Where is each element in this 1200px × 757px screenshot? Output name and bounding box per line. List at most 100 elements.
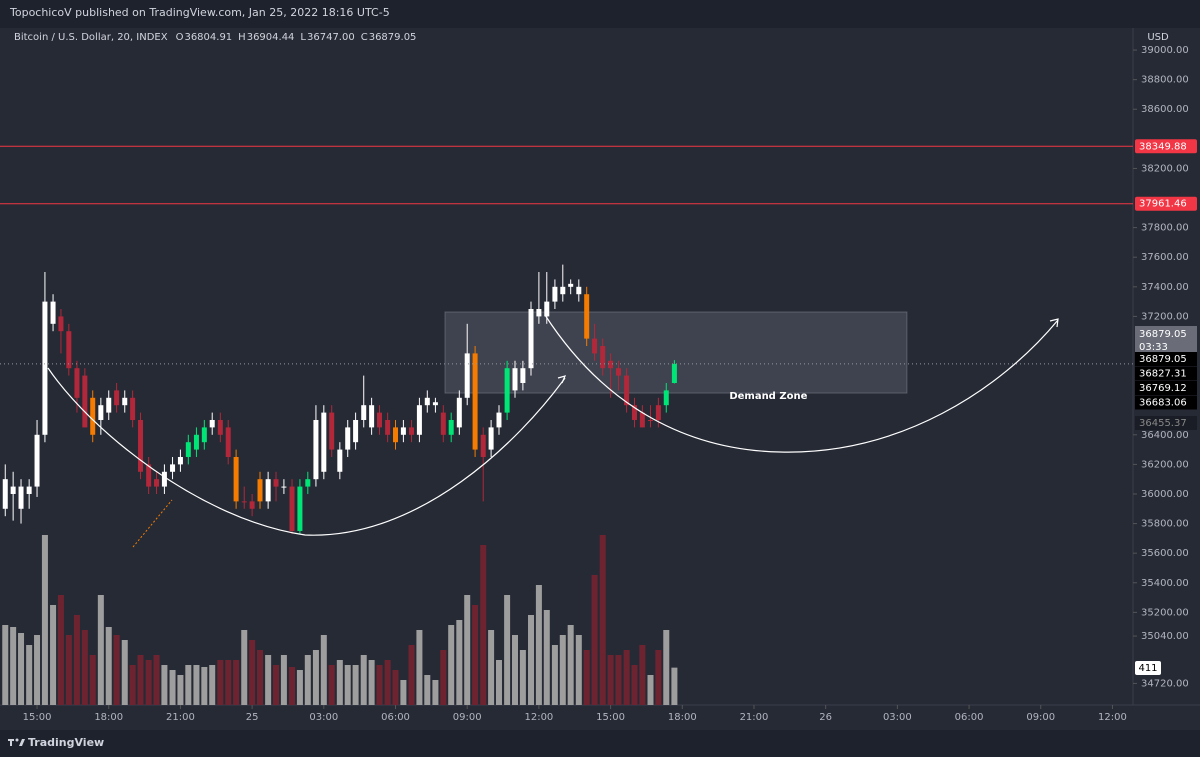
candle-body — [424, 397, 430, 406]
candle-body — [106, 397, 112, 413]
volume-bar — [392, 670, 399, 705]
volume-bar — [448, 625, 455, 705]
candle-body — [329, 412, 335, 450]
volume-bar — [233, 660, 240, 705]
brand-logo — [8, 738, 25, 746]
volume-bar — [551, 645, 558, 705]
volume-bar — [591, 575, 598, 705]
candle-body — [193, 434, 199, 450]
volume-label: 411 — [1138, 663, 1157, 674]
candle-body — [265, 479, 271, 502]
candle-body — [448, 419, 454, 435]
volume-bar — [57, 595, 64, 705]
x-tick-label: 18:00 — [668, 712, 697, 723]
volume-bar — [575, 635, 582, 705]
volume-bar — [408, 645, 415, 705]
candle-body — [337, 449, 343, 472]
candle-body — [122, 397, 128, 406]
volume-bar — [50, 605, 57, 705]
candle-body — [321, 412, 327, 472]
volume-bar — [328, 665, 335, 705]
x-tick-label: 12:00 — [524, 712, 553, 723]
volume-bar — [34, 635, 41, 705]
candle-body — [257, 479, 263, 502]
candle-body — [50, 301, 56, 324]
candle-body — [615, 368, 621, 376]
footer-bar — [0, 730, 1200, 757]
volume-bar — [26, 645, 33, 705]
candle-body — [233, 456, 239, 502]
volume-bar — [257, 650, 264, 705]
candle-body — [520, 368, 526, 383]
y-tick-label: 37400.00 — [1141, 282, 1189, 293]
volume-bar — [296, 670, 303, 705]
x-tick-label: 25 — [246, 712, 259, 723]
arrow-head — [557, 375, 567, 384]
candle-body — [440, 412, 446, 435]
drawn-curve — [47, 367, 566, 536]
volume-bar — [464, 595, 471, 705]
volume-bar — [376, 665, 383, 705]
level-label-bg — [1135, 196, 1197, 211]
volume-bar — [249, 640, 256, 705]
price-label: 36455.37 — [1139, 418, 1187, 429]
x-tick-label: 12:00 — [1098, 712, 1127, 723]
level-label-bg — [1135, 139, 1197, 154]
volume-bar — [129, 665, 136, 705]
candle-body — [560, 286, 566, 295]
volume-bar — [671, 667, 678, 705]
volume-bar — [169, 670, 176, 705]
candle-body — [464, 353, 470, 398]
candle-body — [177, 456, 183, 465]
volume-bar — [2, 625, 9, 705]
volume-bar — [201, 667, 208, 705]
ohlc-key: H — [238, 32, 246, 43]
candle-body — [400, 427, 406, 435]
candle-body — [34, 434, 40, 487]
candle-body — [600, 346, 606, 369]
candle-body — [154, 479, 160, 487]
volume-bar — [519, 650, 526, 705]
y-tick-label: 37800.00 — [1141, 223, 1189, 234]
candle-body — [536, 309, 542, 317]
x-tick-label: 03:00 — [309, 712, 338, 723]
candle-body — [385, 419, 391, 435]
volume-bar — [440, 650, 447, 705]
volume-bar — [655, 650, 662, 705]
volume-bar — [504, 595, 511, 705]
volume-bar — [225, 660, 232, 705]
candle-body — [576, 286, 582, 295]
volume-bar — [663, 630, 670, 705]
price-label-bg — [1135, 381, 1197, 395]
volume-bar — [495, 660, 502, 705]
level-label: 38349.88 — [1139, 141, 1187, 152]
candle-body — [313, 419, 319, 480]
volume-bar — [41, 535, 48, 705]
candle-body — [58, 316, 64, 332]
level-label: 37961.46 — [1139, 199, 1187, 210]
candle-body — [361, 405, 367, 420]
candle-body — [393, 427, 399, 443]
y-tick-label: 34720.00 — [1141, 678, 1189, 689]
volume-bar — [336, 660, 343, 705]
zone-label: Demand Zone — [729, 391, 807, 402]
x-tick-label: 15:00 — [23, 712, 52, 723]
candle-body — [369, 405, 375, 428]
candle-body — [648, 419, 654, 421]
candle-body — [289, 486, 295, 531]
last-price-label: 36879.05 — [1139, 329, 1187, 340]
volume-bar — [352, 665, 359, 705]
candle-body — [114, 390, 120, 406]
volume-bar — [368, 660, 375, 705]
candle-body — [663, 390, 669, 406]
y-tick-label: 38800.00 — [1141, 75, 1189, 86]
volume-bar — [10, 627, 17, 705]
symbol: Bitcoin / U.S. Dollar, 20, INDEX — [14, 32, 168, 43]
volume-bar — [97, 595, 104, 705]
volume-bar — [559, 635, 566, 705]
y-tick-label: 35040.00 — [1141, 631, 1189, 642]
candle-body — [66, 331, 72, 369]
currency: USD — [1147, 32, 1169, 43]
candle-body — [488, 427, 494, 450]
x-tick-label: 06:00 — [955, 712, 984, 723]
